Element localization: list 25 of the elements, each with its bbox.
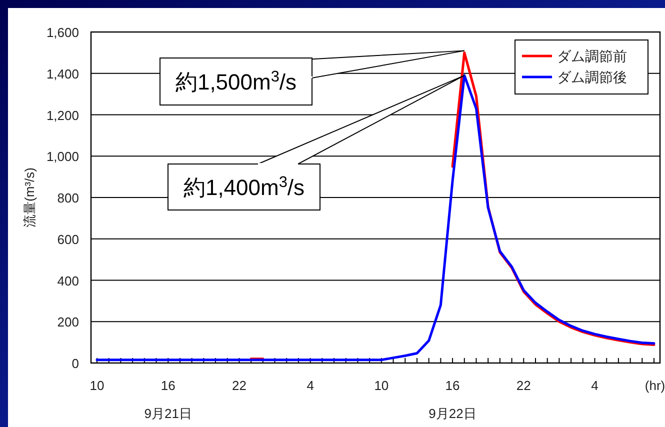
x-axis-title: (hr): [644, 378, 665, 393]
y-tick-label: 1,400: [46, 66, 79, 82]
legend-label: ダム調節後: [557, 69, 627, 85]
x-tick-label: 16: [445, 378, 460, 393]
annotation: 約1,500m$^{3}$/s: [175, 68, 297, 94]
y-tick-label: 0: [72, 356, 79, 371]
x-tick-label: 22: [516, 378, 531, 393]
y-tick-label: 400: [57, 273, 79, 288]
x-tick-label: 4: [306, 378, 314, 393]
text: 9月22日: [428, 406, 476, 421]
y-tick-label: 800: [57, 190, 79, 206]
y-tick-label: 1,600: [46, 25, 79, 40]
y-tick-label: 200: [57, 314, 79, 330]
y-tick-label: 600: [57, 232, 79, 247]
annotation: 約1,400m$^{3}$/s: [183, 174, 305, 200]
x-tick-label: 4: [591, 378, 598, 393]
x-tick-label: 10: [374, 378, 389, 393]
y-tick-label: 1,200: [46, 108, 79, 123]
legend-label: ダム調節前: [557, 48, 627, 64]
x-tick-label: 22: [232, 378, 246, 393]
y-tick-label: 1,000: [46, 149, 79, 164]
text: 9月21日: [144, 406, 192, 421]
y-axis-title: 流量(m³/s): [22, 168, 37, 228]
x-tick-label: 10: [90, 378, 104, 393]
x-tick-label: 16: [160, 378, 176, 393]
